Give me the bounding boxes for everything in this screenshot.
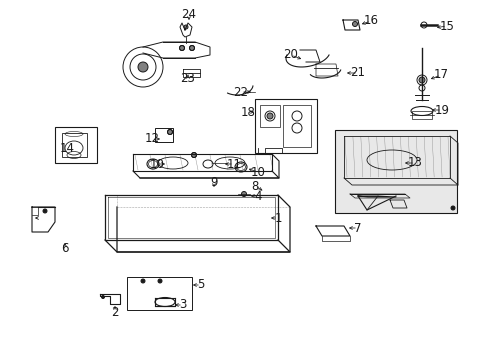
Text: 9: 9 [210,175,217,189]
Circle shape [179,45,184,50]
Text: 3: 3 [179,298,186,311]
Circle shape [141,279,145,283]
Circle shape [102,296,104,298]
Text: 2: 2 [111,306,119,319]
Bar [411,111,431,119]
Text: 13: 13 [407,157,422,170]
Bar [127,277,192,310]
Circle shape [266,113,272,119]
Bar [62,133,87,157]
Circle shape [183,25,187,29]
Bar [283,105,310,147]
Text: 16: 16 [363,14,378,27]
Text: 14: 14 [60,143,74,156]
Bar [155,128,173,142]
Circle shape [167,130,172,135]
Text: 15: 15 [439,19,453,32]
Text: 6: 6 [61,242,69,255]
Circle shape [241,192,246,197]
Circle shape [158,279,162,283]
Circle shape [138,62,148,72]
Circle shape [352,22,357,27]
Text: 22: 22 [233,85,248,99]
Text: 19: 19 [434,104,448,117]
Text: 18: 18 [240,105,255,118]
Text: 10: 10 [149,158,164,171]
Circle shape [418,77,424,83]
Circle shape [450,206,454,210]
Text: 8: 8 [251,180,258,193]
Text: 11: 11 [226,158,241,171]
Bar [254,99,316,153]
Bar [55,127,97,163]
Text: 10: 10 [250,166,265,179]
Text: 17: 17 [433,68,447,81]
Text: 1: 1 [274,211,281,225]
Text: 24: 24 [181,9,196,22]
Circle shape [43,209,47,213]
Text: 20: 20 [283,49,298,62]
Text: 12: 12 [144,132,159,145]
Text: 5: 5 [197,279,204,292]
Text: 23: 23 [180,72,195,85]
Text: 21: 21 [350,67,365,80]
Text: 7: 7 [353,221,361,234]
Circle shape [191,153,196,158]
Bar [334,130,456,213]
Bar [260,105,280,127]
Circle shape [189,45,194,50]
Text: 4: 4 [254,189,261,202]
